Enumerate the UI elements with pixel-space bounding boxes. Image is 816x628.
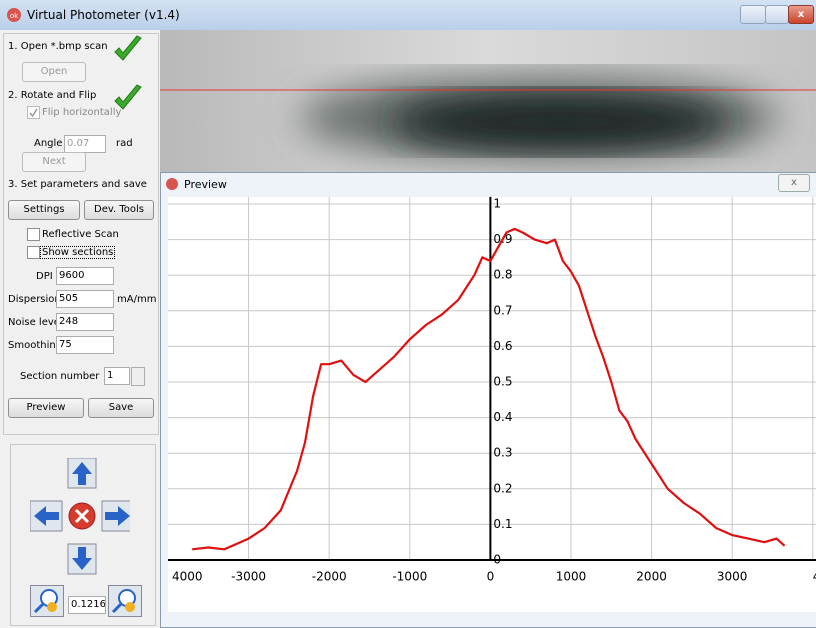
minimize-button[interactable] [740,5,766,24]
angle-input[interactable]: 0.07 [64,135,106,153]
title-bar [0,0,816,30]
preview-close[interactable]: x [778,174,810,192]
preview-button[interactable]: Preview [8,398,84,418]
y-tick-label: 0.1 [493,517,512,531]
y-tick-label: 0.5 [493,375,512,389]
step-label: 2. Rotate and Flip [8,90,97,101]
step-label: 1. Open *.bmp scan [8,41,108,52]
x-tick-label: -1000 [392,570,427,584]
checkbox-label: Show sections [40,246,116,259]
scan-image [160,30,816,175]
x-tick-label: -3000 [231,570,266,584]
y-tick-label: 0.6 [493,339,512,353]
x-tick-label: -2000 [312,570,347,584]
y-tick-label: 0.3 [493,446,512,460]
x-tick-label: 3000 [717,570,748,584]
settings-button[interactable]: Settings [8,200,80,220]
preview-icon [166,178,178,190]
checkbox-label: Reflective Scan [42,229,119,240]
left-panel [3,33,159,435]
field-label: Angle [34,138,63,149]
x-tick-label: 0 [487,570,495,584]
y-tick-label: 0.8 [493,268,512,282]
checkbox-label: Flip horizontally [42,107,122,118]
x-tick-label: 1000 [556,570,587,584]
dpi-input[interactable]: 9600 [56,267,114,285]
field-label: Smoothing [8,340,63,351]
zoom-in-button[interactable] [108,585,142,617]
save-button[interactable]: Save [88,398,154,418]
x-tick-label: 40 [813,570,816,584]
y-tick-label: 0.2 [493,481,512,495]
dev-tools-button[interactable]: Dev. Tools [84,200,154,220]
checkbox[interactable] [27,246,40,259]
x-tick-label: 2000 [636,570,667,584]
open-button[interactable]: Open [22,62,86,82]
zoom-input[interactable]: 0.1216 [68,596,106,614]
field-label: DPI [36,271,53,282]
x-tick-label: 4000 [172,570,203,584]
chart: 4000-3000-2000-100001000200030004000.10.… [168,196,816,612]
y-tick-label: 0.4 [493,410,512,424]
window-title: Virtual Photometer (v1.4) [27,8,180,22]
smoothing-input[interactable]: 75 [56,336,114,354]
app-icon: ok [7,8,21,22]
check-icon [114,84,142,110]
svg-text:ok: ok [10,12,19,20]
y-tick-label: 0.7 [493,303,512,317]
zoom-out-button[interactable] [30,585,64,617]
checkbox[interactable] [27,228,40,241]
field-label: Noise level [8,317,63,328]
unit-label: mA/mm [117,294,157,305]
spinner[interactable] [131,367,145,386]
unit-label: rad [116,138,133,149]
field-label: Section number [20,371,100,382]
noise-input[interactable]: 248 [56,313,114,331]
check-icon [114,35,142,61]
field-label: Dispersion [8,294,61,305]
preview-title: Preview [184,178,227,191]
step-label: 3. Set parameters and save [8,179,147,190]
section-input[interactable]: 1 [104,367,130,385]
plot-area [168,196,816,612]
dispersion-input[interactable]: 505 [56,290,114,308]
close-button[interactable]: x [788,5,814,24]
maximize-button[interactable] [765,5,789,24]
nav-arrows [30,458,130,575]
y-tick-label: 1 [493,197,501,211]
checkbox[interactable] [27,106,40,119]
next-button[interactable]: Next [22,152,86,172]
data-line [192,227,786,551]
nav-panel [10,444,156,626]
